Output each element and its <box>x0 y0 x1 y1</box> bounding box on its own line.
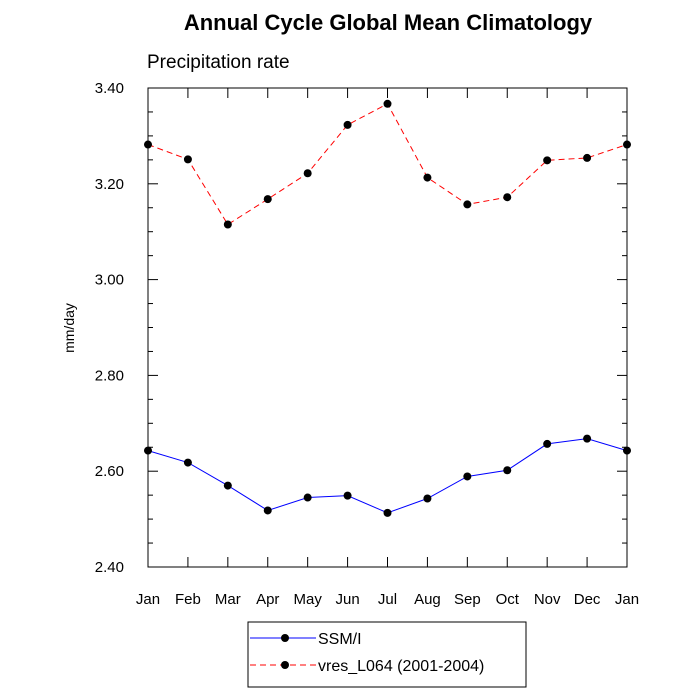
data-point <box>463 472 472 481</box>
y-tick-label: 3.40 <box>95 80 124 97</box>
data-point <box>223 220 232 229</box>
series-2 <box>144 99 631 229</box>
chart-subtitle: Precipitation rate <box>147 52 290 73</box>
x-tick-label: Nov <box>534 591 561 608</box>
x-tick-label: Apr <box>256 591 279 608</box>
legend-marker <box>281 634 289 642</box>
legend-label: vres_L064 (2001-2004) <box>318 658 484 675</box>
series-1 <box>144 434 631 517</box>
data-point <box>303 493 312 502</box>
x-tick-label: Jul <box>378 591 397 608</box>
x-tick-label: Dec <box>574 591 601 608</box>
data-point <box>623 140 631 149</box>
series-line <box>147 438 628 514</box>
x-tick-label: Aug <box>414 591 441 608</box>
x-tick-label: Jun <box>335 591 359 608</box>
data-point <box>144 140 152 149</box>
data-point <box>503 193 512 202</box>
data-point <box>543 439 552 448</box>
series-layer <box>144 99 631 517</box>
data-point <box>263 506 272 515</box>
y-tick-label: 3.00 <box>95 272 124 289</box>
y-tick-label: 3.20 <box>95 176 124 193</box>
x-tick-label: Mar <box>215 591 241 608</box>
data-point <box>383 508 392 517</box>
data-point <box>303 169 312 178</box>
data-point <box>343 491 352 500</box>
y-tick-label: 2.60 <box>95 463 124 480</box>
legend-box <box>247 621 527 688</box>
data-point <box>543 156 552 165</box>
x-tick-label: May <box>293 591 322 608</box>
y-tick-label: 2.40 <box>95 559 124 576</box>
data-point <box>223 481 232 490</box>
data-point <box>343 120 352 129</box>
legend-label: SSM/I <box>318 631 362 648</box>
x-tick-label: Jan <box>136 591 160 608</box>
data-point <box>263 195 272 204</box>
x-tick-label: Feb <box>175 591 201 608</box>
plot-frame <box>147 87 628 568</box>
data-point <box>583 153 592 162</box>
y-tick-label: 2.80 <box>95 367 124 384</box>
x-tick-label: Jan <box>615 591 639 608</box>
data-point <box>583 434 592 443</box>
data-point <box>463 200 472 209</box>
data-point <box>144 446 152 455</box>
legend-marker <box>281 661 289 669</box>
chart-title: Annual Cycle Global Mean Climatology <box>184 10 593 35</box>
data-point <box>183 155 192 164</box>
data-point <box>623 446 631 455</box>
data-point <box>183 458 192 467</box>
axes: Jan Feb Mar Apr May Jun Jul Aug Sep Oct Nov Dec Jan 2… <box>95 80 639 608</box>
legend: SSM/I vres_L064 (2001-2004) <box>247 621 527 688</box>
x-tick-label: Oct <box>496 591 520 608</box>
data-point <box>503 466 512 475</box>
series-line <box>147 103 628 226</box>
data-point <box>383 99 392 108</box>
data-point <box>423 494 432 503</box>
y-axis-label: mm/day <box>61 303 77 353</box>
x-tick-label: Sep <box>454 591 481 608</box>
data-point <box>423 173 432 182</box>
